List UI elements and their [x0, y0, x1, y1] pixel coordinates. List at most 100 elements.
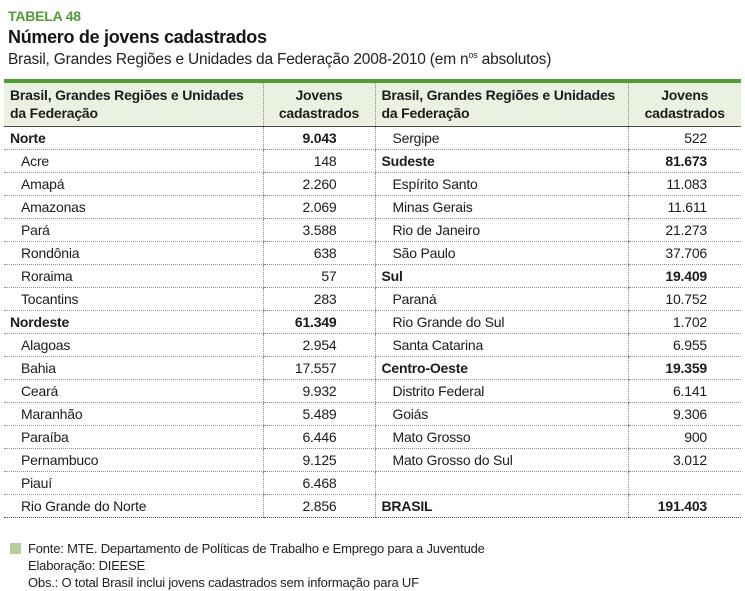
- uf-name-cell: Pernambuco: [4, 448, 263, 473]
- uf-name-cell: Amapá: [4, 172, 263, 197]
- jovens-count-cell: 17.557: [262, 356, 375, 381]
- jovens-count-cell: 37.706: [627, 241, 741, 266]
- column-header-region-left: Brasil, Grandes Regiões e Unidades da Fe…: [4, 81, 263, 128]
- jovens-count-cell: 6.468: [262, 471, 375, 496]
- table-row: Nordeste 61.349 Rio Grande do Sul 1.702: [4, 310, 741, 335]
- table-row: Norte 9.043 Sergipe 522: [4, 126, 741, 151]
- uf-name-cell: Sudeste: [374, 149, 628, 174]
- jovens-count-cell: 5.489: [262, 402, 375, 427]
- table-number-label: TABELA 48: [8, 8, 81, 24]
- jovens-count-cell: 11.083: [627, 172, 741, 197]
- table-row: Rondônia 638 São Paulo 37.706: [4, 241, 741, 266]
- jovens-count-cell: 57: [262, 264, 375, 289]
- jovens-count-cell: 3.012: [627, 448, 741, 473]
- column-header-region-right: Brasil, Grandes Regiões e Unidades da Fe…: [374, 81, 628, 128]
- uf-name-cell: Rio de Janeiro: [374, 218, 628, 243]
- jovens-count-cell: 9.932: [262, 379, 375, 404]
- table-row: Alagoas 2.954 Santa Catarina 6.955: [4, 333, 741, 358]
- legend-square-icon: [10, 543, 21, 555]
- source-note: Fonte: MTE. Departamento de Políticas de…: [10, 540, 741, 591]
- table-body: Norte 9.043 Sergipe 522 Acre 148 Sudeste 81.673…: [4, 126, 741, 519]
- jovens-count-cell: 2.069: [262, 195, 375, 220]
- jovens-count-cell: 2.954: [262, 333, 375, 358]
- jovens-count-cell: 6.955: [627, 333, 741, 358]
- observation-line: Obs.: O total Brasil inclui jovens cadas…: [28, 575, 419, 591]
- empty-cell: [627, 471, 741, 496]
- table-row: Pará 3.588 Rio de Janeiro 21.273: [4, 218, 741, 243]
- jovens-count-cell: 10.752: [627, 287, 741, 312]
- uf-name-cell: Alagoas: [4, 333, 263, 358]
- uf-name-cell: Amazonas: [4, 195, 263, 220]
- jovens-count-cell: 9.043: [262, 126, 375, 151]
- uf-name-cell: Nordeste: [4, 310, 263, 335]
- table-row: Tocantins 283 Paraná 10.752: [4, 287, 741, 312]
- table-row: Pernambuco 9.125 Mato Grosso do Sul 3.012: [4, 448, 741, 473]
- jovens-count-cell: 6.446: [262, 425, 375, 450]
- table-row: Acre 148 Sudeste 81.673: [4, 149, 741, 174]
- jovens-count-cell: 522: [627, 126, 741, 151]
- jovens-count-cell: 6.141: [627, 379, 741, 404]
- subtitle-superscript: os: [468, 50, 478, 60]
- uf-name-cell: Paraíba: [4, 425, 263, 450]
- table-row: Ceará 9.932 Distrito Federal 6.141: [4, 379, 741, 404]
- uf-name-cell: Piauí: [4, 471, 263, 496]
- table-row: Bahia 17.557 Centro-Oeste 19.359: [4, 356, 741, 381]
- jovens-count-cell: 9.306: [627, 402, 741, 427]
- uf-name-cell: Sul: [374, 264, 628, 289]
- uf-name-cell: Ceará: [4, 379, 263, 404]
- table-row: Roraima 57 Sul 19.409: [4, 264, 741, 289]
- jovens-count-cell: 900: [627, 425, 741, 450]
- jovens-count-cell: 191.403: [627, 494, 741, 519]
- uf-name-cell: BRASIL: [374, 494, 628, 519]
- table-header: Brasil, Grandes Regiões e Unidades da Fe…: [4, 81, 741, 128]
- table-subtitle: Brasil, Grandes Regiões e Unidades da Fe…: [8, 50, 737, 69]
- jovens-count-cell: 2.856: [262, 494, 375, 519]
- jovens-count-cell: 61.349: [262, 310, 375, 335]
- jovens-count-cell: 19.409: [627, 264, 741, 289]
- uf-name-cell: Minas Gerais: [374, 195, 628, 220]
- uf-name-cell: São Paulo: [374, 241, 628, 266]
- uf-name-cell: Roraima: [4, 264, 263, 289]
- elaboration-line: Elaboração: DIEESE: [28, 558, 146, 574]
- uf-name-cell: Rio Grande do Sul: [374, 310, 628, 335]
- column-header-value-left: Jovens cadastrados: [262, 81, 375, 128]
- jovens-count-cell: 283: [262, 287, 375, 312]
- table-row: Paraíba 6.446 Mato Grosso 900: [4, 425, 741, 450]
- uf-name-cell: Norte: [4, 126, 263, 151]
- empty-cell: [374, 471, 628, 496]
- uf-name-cell: Acre: [4, 149, 263, 174]
- column-header-value-right: Jovens cadastrados: [627, 81, 741, 128]
- table-title-block: TABELA 48 Número de jovens cadastrados B…: [4, 6, 741, 69]
- jovens-count-cell: 1.702: [627, 310, 741, 335]
- table-row: Rio Grande do Norte 2.856 BRASIL 191.403: [4, 494, 741, 519]
- table-row: Amazonas 2.069 Minas Gerais 11.611: [4, 195, 741, 220]
- uf-name-cell: Rondônia: [4, 241, 263, 266]
- uf-name-cell: Paraná: [374, 287, 628, 312]
- table-row: Maranhão 5.489 Goiás 9.306: [4, 402, 741, 427]
- uf-name-cell: Maranhão: [4, 402, 263, 427]
- uf-name-cell: Mato Grosso: [374, 425, 628, 450]
- jovens-count-cell: 21.273: [627, 218, 741, 243]
- uf-name-cell: Espírito Santo: [374, 172, 628, 197]
- uf-name-cell: Centro-Oeste: [374, 356, 628, 381]
- uf-name-cell: Tocantins: [4, 287, 263, 312]
- uf-name-cell: Distrito Federal: [374, 379, 628, 404]
- uf-name-cell: Goiás: [374, 402, 628, 427]
- jovens-count-cell: 19.359: [627, 356, 741, 381]
- table-row: Piauí 6.468: [4, 471, 741, 496]
- uf-name-cell: Sergipe: [374, 126, 628, 151]
- source-line: Fonte: MTE. Departamento de Políticas de…: [28, 541, 485, 557]
- jovens-count-cell: 9.125: [262, 448, 375, 473]
- jovens-count-cell: 3.588: [262, 218, 375, 243]
- jovens-count-cell: 81.673: [627, 149, 741, 174]
- uf-name-cell: Pará: [4, 218, 263, 243]
- subtitle-text: Brasil, Grandes Regiões e Unidades da Fe…: [8, 51, 469, 69]
- uf-name-cell: Bahia: [4, 356, 263, 381]
- table-heading: Número de jovens cadastrados: [8, 27, 267, 47]
- subtitle-text-end: absolutos): [477, 51, 552, 69]
- uf-name-cell: Mato Grosso do Sul: [374, 448, 628, 473]
- jovens-cadastrados-table: Brasil, Grandes Regiões e Unidades da Fe…: [4, 79, 741, 519]
- uf-name-cell: Santa Catarina: [374, 333, 628, 358]
- jovens-count-cell: 638: [262, 241, 375, 266]
